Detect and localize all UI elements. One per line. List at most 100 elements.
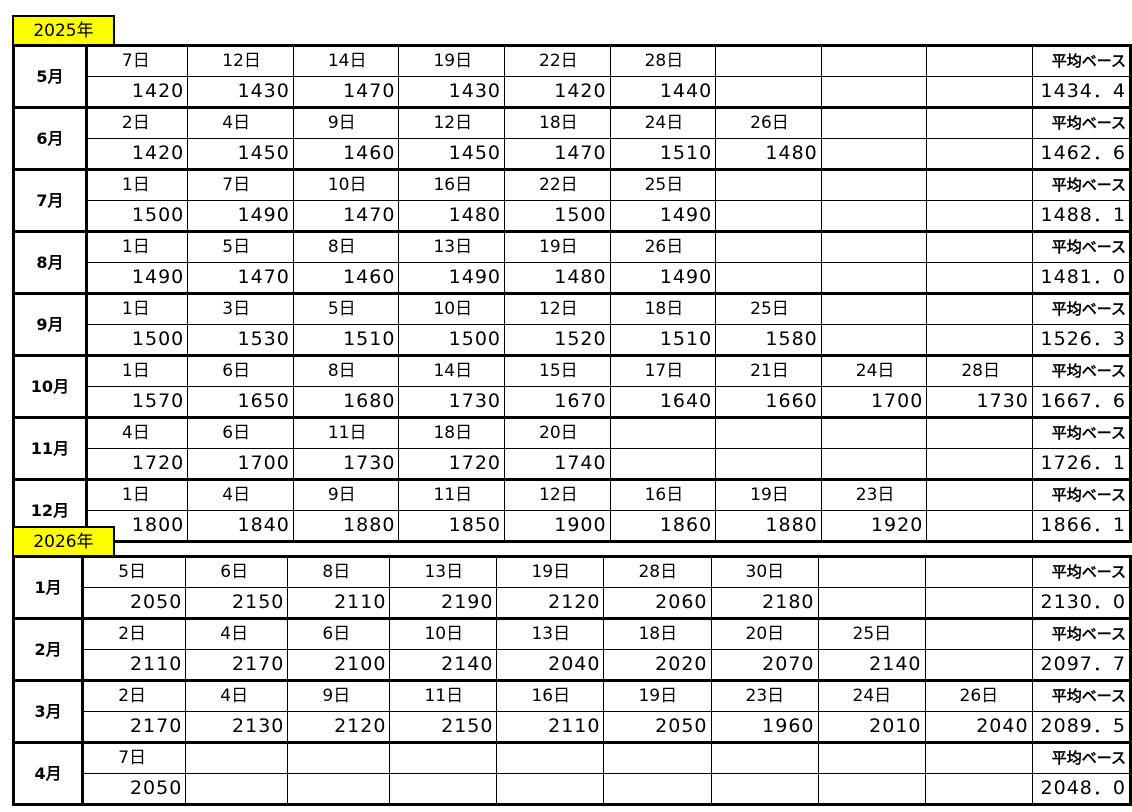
day-cell[interactable]: 13日 [389, 556, 498, 588]
day-cell[interactable]: 1日 [85, 355, 189, 387]
price-cell[interactable]: 2120 [496, 587, 605, 620]
price-cell[interactable]: 1520 [504, 324, 611, 357]
average-value[interactable]: 1434．4 [1031, 76, 1132, 109]
price-cell[interactable] [820, 76, 928, 109]
price-cell[interactable] [926, 138, 1033, 171]
price-cell[interactable]: 1510 [292, 324, 400, 357]
average-value[interactable]: 1488．1 [1031, 200, 1132, 233]
price-cell[interactable]: 2050 [82, 587, 187, 620]
day-cell[interactable]: 6日 [185, 556, 289, 588]
price-cell[interactable]: 2100 [287, 649, 391, 682]
day-cell[interactable]: 4日 [185, 618, 289, 650]
price-cell[interactable]: 2040 [496, 649, 605, 682]
day-cell[interactable] [820, 169, 928, 201]
day-cell[interactable]: 1日 [85, 231, 189, 263]
day-cell[interactable]: 8日 [292, 231, 400, 263]
price-cell[interactable]: 1730 [398, 386, 506, 419]
price-cell[interactable]: 2130 [185, 711, 289, 744]
price-cell[interactable]: 1700 [820, 386, 928, 419]
price-cell[interactable]: 1640 [609, 386, 717, 419]
price-cell[interactable]: 1670 [504, 386, 611, 419]
price-cell[interactable]: 1860 [609, 510, 717, 543]
day-cell[interactable] [926, 107, 1033, 139]
price-cell[interactable]: 1730 [926, 386, 1033, 419]
day-cell[interactable]: 21日 [715, 355, 822, 387]
day-cell[interactable]: 16日 [398, 169, 506, 201]
day-cell[interactable]: 20日 [710, 618, 819, 650]
day-cell[interactable]: 10日 [292, 169, 400, 201]
price-cell[interactable]: 1680 [292, 386, 400, 419]
day-cell[interactable] [926, 293, 1033, 325]
day-cell[interactable]: 4日 [187, 479, 294, 511]
day-cell[interactable]: 30日 [710, 556, 819, 588]
day-cell[interactable] [817, 742, 926, 774]
price-cell[interactable]: 1840 [187, 510, 294, 543]
price-cell[interactable]: 2140 [389, 649, 498, 682]
price-cell[interactable] [496, 773, 605, 806]
day-cell[interactable]: 20日 [504, 417, 611, 449]
price-cell[interactable]: 2040 [924, 711, 1033, 744]
day-cell[interactable]: 19日 [496, 556, 605, 588]
price-cell[interactable]: 1730 [292, 448, 400, 481]
day-cell[interactable]: 22日 [504, 169, 611, 201]
price-cell[interactable]: 1850 [398, 510, 506, 543]
day-cell[interactable]: 28日 [926, 355, 1033, 387]
day-cell[interactable]: 11日 [292, 417, 400, 449]
price-cell[interactable] [926, 262, 1033, 295]
day-cell[interactable] [715, 45, 822, 77]
day-cell[interactable]: 16日 [496, 680, 605, 712]
day-cell[interactable]: 10日 [389, 618, 498, 650]
price-cell[interactable] [185, 773, 289, 806]
price-cell[interactable]: 1490 [187, 200, 294, 233]
price-cell[interactable] [715, 200, 822, 233]
average-value[interactable]: 1462．6 [1031, 138, 1132, 171]
day-cell[interactable]: 19日 [398, 45, 506, 77]
price-cell[interactable]: 1580 [715, 324, 822, 357]
day-cell[interactable] [715, 231, 822, 263]
price-cell[interactable]: 1430 [187, 76, 294, 109]
day-cell[interactable]: 18日 [603, 618, 712, 650]
price-cell[interactable]: 2150 [185, 587, 289, 620]
day-cell[interactable]: 10日 [398, 293, 506, 325]
price-cell[interactable]: 1450 [398, 138, 506, 171]
price-cell[interactable]: 1570 [85, 386, 189, 419]
day-cell[interactable]: 12日 [398, 107, 506, 139]
price-cell[interactable]: 1490 [609, 262, 717, 295]
day-cell[interactable] [924, 556, 1033, 588]
price-cell[interactable]: 2190 [389, 587, 498, 620]
price-cell[interactable]: 2140 [817, 649, 926, 682]
day-cell[interactable] [820, 417, 928, 449]
price-cell[interactable] [820, 262, 928, 295]
price-cell[interactable] [820, 448, 928, 481]
price-cell[interactable]: 2060 [603, 587, 712, 620]
price-cell[interactable]: 1490 [85, 262, 189, 295]
price-cell[interactable]: 1700 [187, 448, 294, 481]
day-cell[interactable]: 12日 [187, 45, 294, 77]
price-cell[interactable]: 2120 [287, 711, 391, 744]
day-cell[interactable]: 6日 [187, 417, 294, 449]
day-cell[interactable] [496, 742, 605, 774]
price-cell[interactable] [820, 138, 928, 171]
price-cell[interactable]: 1430 [398, 76, 506, 109]
price-cell[interactable] [926, 510, 1033, 543]
day-cell[interactable]: 7日 [187, 169, 294, 201]
day-cell[interactable]: 11日 [398, 479, 506, 511]
price-cell[interactable]: 1660 [715, 386, 822, 419]
price-cell[interactable]: 1880 [715, 510, 822, 543]
price-cell[interactable]: 1500 [85, 200, 189, 233]
day-cell[interactable]: 12日 [504, 293, 611, 325]
price-cell[interactable]: 1900 [504, 510, 611, 543]
day-cell[interactable]: 24日 [817, 680, 926, 712]
day-cell[interactable] [820, 231, 928, 263]
price-cell[interactable]: 1920 [820, 510, 928, 543]
price-cell[interactable]: 2110 [82, 649, 187, 682]
price-cell[interactable]: 1880 [292, 510, 400, 543]
price-cell[interactable]: 2170 [185, 649, 289, 682]
day-cell[interactable]: 8日 [292, 355, 400, 387]
price-cell[interactable]: 1490 [398, 262, 506, 295]
day-cell[interactable] [389, 742, 498, 774]
price-cell[interactable]: 1420 [85, 76, 189, 109]
day-cell[interactable]: 25日 [609, 169, 717, 201]
average-value[interactable]: 1481．0 [1031, 262, 1132, 295]
day-cell[interactable]: 5日 [187, 231, 294, 263]
